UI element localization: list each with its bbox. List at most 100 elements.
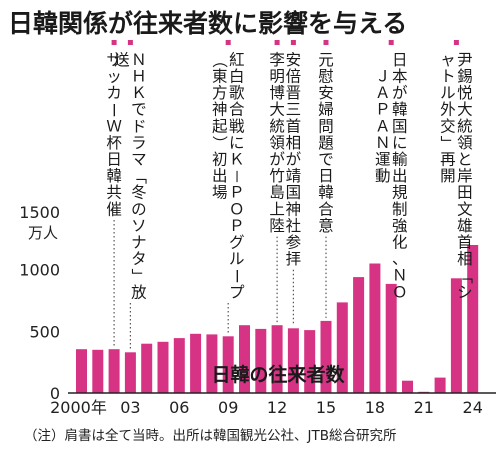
- annotation-marker: [111, 40, 117, 45]
- bar-2017: [353, 277, 365, 393]
- svg-text:交: 交: [440, 117, 456, 135]
- y-tick-label: 0: [50, 384, 60, 403]
- svg-text:韓: 韓: [318, 184, 334, 202]
- svg-text:サ: サ: [106, 51, 122, 69]
- svg-text:岸: 岸: [457, 167, 473, 185]
- y-unit-value: 1500: [19, 203, 60, 222]
- x-tick-label: 2000年: [50, 398, 107, 417]
- bar-2005: [157, 341, 169, 393]
- svg-text:Ｋ: Ｋ: [229, 151, 245, 169]
- bar-2006: [173, 338, 185, 393]
- svg-text:Ｊ: Ｊ: [375, 68, 391, 86]
- x-tick-label: 24: [463, 398, 483, 417]
- x-tick-label: 06: [169, 398, 189, 417]
- y-tick-label: 500: [29, 322, 60, 341]
- bar-2011: [255, 328, 267, 393]
- svg-text:再: 再: [440, 151, 456, 169]
- svg-text:プ: プ: [229, 283, 245, 301]
- svg-text:ト: ト: [440, 68, 456, 86]
- svg-text:に: に: [229, 134, 245, 152]
- svg-text:強: 強: [392, 217, 408, 235]
- svg-text:首: 首: [457, 234, 473, 252]
- svg-text:（: （: [210, 53, 228, 69]
- svg-text:で: で: [318, 151, 334, 169]
- svg-text:と: と: [457, 151, 473, 169]
- svg-text:合: 合: [229, 101, 245, 119]
- bar-2001: [92, 349, 104, 393]
- svg-text:意: 意: [318, 216, 334, 235]
- svg-text:化: 化: [392, 234, 408, 252]
- svg-text:Ｏ: Ｏ: [229, 200, 245, 218]
- bar-2022: [434, 377, 446, 393]
- bar-2014: [304, 330, 316, 393]
- bar-2019: [385, 283, 397, 393]
- svg-text:参: 参: [286, 234, 302, 252]
- svg-text:放: 放: [131, 283, 147, 301]
- x-tick-label: 09: [218, 398, 238, 417]
- svg-text:規: 規: [392, 184, 408, 202]
- annotation-marker: [290, 40, 296, 45]
- svg-text:本: 本: [392, 68, 408, 86]
- svg-text:陸: 陸: [269, 217, 285, 235]
- svg-text:出: 出: [212, 167, 228, 185]
- annotation-marker: [225, 40, 231, 45]
- svg-text:文: 文: [457, 200, 473, 218]
- svg-text:Ｋ: Ｋ: [131, 84, 147, 102]
- svg-text:ル: ル: [229, 250, 245, 268]
- bar-2023: [450, 278, 462, 393]
- svg-text:竹: 竹: [269, 167, 285, 185]
- svg-text:戦: 戦: [229, 117, 245, 135]
- svg-text:Ｎ: Ｎ: [131, 51, 147, 69]
- svg-text:大: 大: [269, 101, 285, 119]
- svg-text:錫: 錫: [457, 68, 473, 86]
- svg-text:首: 首: [286, 117, 302, 135]
- bar-2012: [271, 325, 283, 393]
- svg-text:領: 領: [457, 134, 473, 152]
- svg-text:」: 」: [130, 268, 148, 284]
- svg-text:外: 外: [440, 101, 456, 119]
- svg-text:博: 博: [269, 84, 285, 102]
- x-tick-label: 21: [414, 398, 434, 417]
- y-tick-label: 1000: [19, 261, 60, 280]
- bar-2009: [222, 336, 234, 393]
- svg-text:ド: ド: [131, 117, 147, 135]
- svg-text:ソ: ソ: [131, 217, 147, 235]
- svg-text:雄: 雄: [457, 217, 473, 235]
- svg-text:尹: 尹: [457, 51, 473, 69]
- y-unit-label: 1500 万人: [19, 203, 60, 242]
- svg-text:に: に: [392, 134, 408, 152]
- y-unit-text: 万人: [28, 224, 58, 242]
- x-tick-label: 12: [267, 398, 287, 417]
- bar-2020: [402, 380, 413, 393]
- bar-2018: [369, 263, 381, 393]
- svg-text:安: 安: [318, 84, 334, 102]
- svg-text:杯: 杯: [106, 134, 122, 152]
- svg-text:靖: 靖: [286, 167, 302, 185]
- svg-text:で: で: [131, 101, 147, 119]
- svg-text:韓: 韓: [106, 167, 122, 185]
- svg-text:相: 相: [457, 250, 473, 268]
- svg-text:神: 神: [286, 200, 302, 218]
- svg-text:カ: カ: [106, 84, 122, 102]
- svg-text:シ: シ: [457, 283, 473, 301]
- svg-text:明: 明: [269, 68, 285, 86]
- svg-text:日: 日: [392, 51, 408, 69]
- svg-text:領: 領: [269, 134, 285, 152]
- svg-text:が: が: [269, 151, 285, 169]
- svg-text:韓: 韓: [392, 101, 408, 119]
- svg-text:ナ: ナ: [131, 234, 147, 252]
- svg-text:東: 東: [212, 68, 228, 86]
- bar-2003: [124, 352, 136, 393]
- svg-text:出: 出: [392, 167, 408, 185]
- bar-2024: [467, 245, 479, 393]
- svg-text:問: 問: [318, 117, 334, 135]
- svg-text:ー: ー: [105, 102, 123, 118]
- svg-text:Ｏ: Ｏ: [392, 283, 408, 301]
- svg-text:相: 相: [286, 134, 302, 152]
